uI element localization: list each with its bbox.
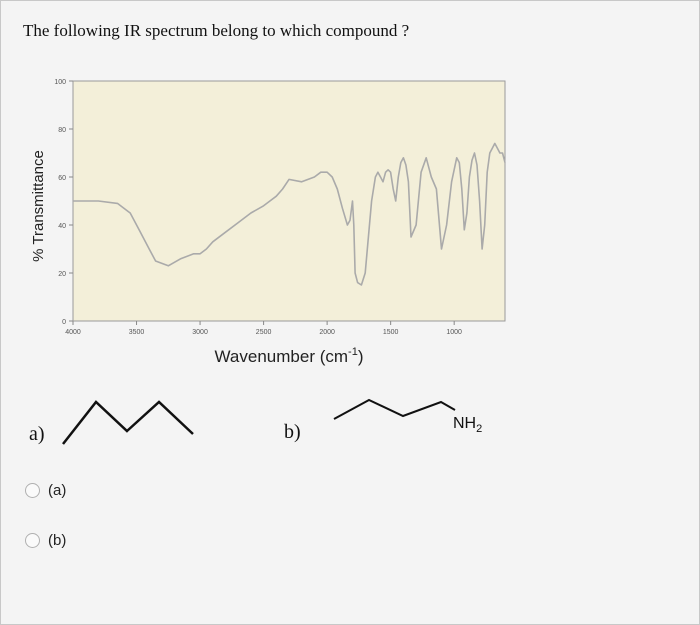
choice-b[interactable]: (b) — [25, 532, 66, 549]
choice-a[interactable]: (a) — [25, 482, 66, 499]
x-axis-label: Wavenumber (cm-1) — [215, 346, 364, 366]
y-tick-label: 100 — [54, 79, 66, 86]
y-tick-label: 60 — [58, 175, 66, 182]
y-tick-label: 0 — [62, 319, 66, 326]
spectrum-line — [73, 142, 506, 286]
option-b-label: b) — [284, 421, 301, 443]
radio-button-a[interactable] — [25, 483, 40, 498]
ir-spectrum-chart: 0 20 40 60 80 100 4000 3500 3000 2500 2000 1500 1000… — [30, 79, 506, 366]
y-tick-label: 80 — [58, 127, 66, 134]
x-tick-label: 4000 — [65, 329, 81, 336]
molecule-a-hexane — [62, 400, 194, 445]
y-tick-label: 40 — [58, 223, 66, 230]
x-tick-label: 2000 — [319, 329, 335, 336]
plot-area — [72, 80, 506, 322]
choice-a-label: (a) — [48, 482, 67, 499]
radio-button-b[interactable] — [25, 533, 40, 548]
x-tick-label: 1500 — [383, 329, 399, 336]
option-a-label: a) — [29, 423, 45, 445]
molecule-b-amine — [333, 398, 456, 420]
y-tick-label: 20 — [58, 271, 66, 278]
choice-b-label: (b) — [48, 532, 67, 549]
amine-group-label: NH2 — [453, 415, 483, 436]
x-tick-label: 2500 — [256, 329, 272, 336]
x-tick-label: 1000 — [446, 329, 462, 336]
x-tick-label: 3000 — [192, 329, 208, 336]
y-axis-label: % Transmittance — [30, 150, 47, 262]
question-text: The following IR spectrum belong to whic… — [23, 21, 410, 40]
x-tick-label: 3500 — [129, 329, 145, 336]
